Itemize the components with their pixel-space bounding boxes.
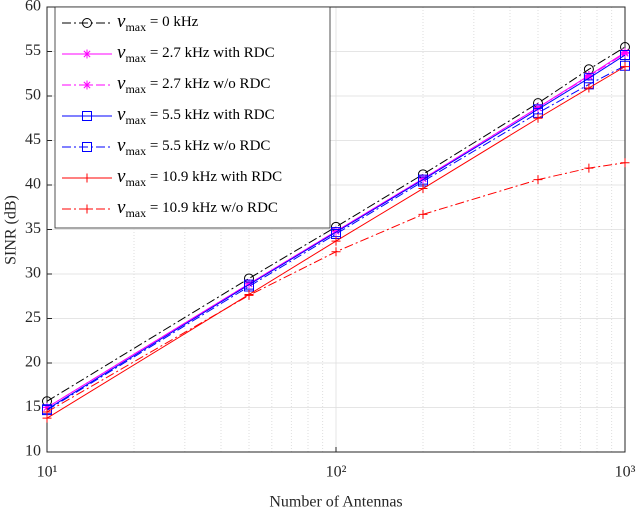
x-tick-label: 10³	[615, 464, 636, 481]
data-point	[244, 281, 255, 292]
data-point	[418, 184, 428, 194]
data-point	[331, 247, 341, 257]
data-point	[42, 407, 52, 417]
data-point	[620, 62, 630, 72]
y-tick-label: 35	[25, 220, 41, 237]
x-tick-label: 10¹	[37, 464, 58, 481]
y-tick-label: 20	[25, 354, 41, 371]
data-point	[418, 209, 428, 219]
legend-label: vmax = 2.7 kHz w/o RDC	[117, 73, 270, 95]
y-tick-label: 40	[25, 176, 41, 193]
data-point	[417, 169, 428, 180]
data-point	[331, 226, 341, 236]
legend-label: vmax = 5.5 kHz w/o RDC	[117, 135, 270, 157]
data-point	[584, 163, 594, 173]
legend-label: vmax = 10.9 kHz with RDC	[117, 166, 282, 188]
series-line	[46, 46, 626, 402]
y-tick-label: 55	[25, 42, 41, 59]
legend-label: vmax = 2.7 kHz with RDC	[117, 42, 275, 64]
legend-box	[54, 6, 331, 229]
data-point	[331, 236, 341, 246]
legend-marker	[82, 173, 92, 183]
y-tick-label: 10	[25, 443, 41, 460]
legend: vmax = 0 kHz vmax = 2.7 kHz with RDC vmax …	[54, 6, 331, 229]
y-tick-label: 25	[25, 309, 41, 326]
y-tick-label: 15	[25, 398, 41, 415]
data-point	[244, 279, 254, 289]
data-point	[620, 48, 630, 58]
y-tick-label: 30	[25, 265, 41, 282]
data-point	[418, 174, 428, 184]
data-point	[584, 83, 594, 93]
data-point	[533, 175, 543, 185]
data-point	[584, 71, 594, 81]
y-tick-label: 45	[25, 131, 41, 148]
legend-marker	[82, 204, 92, 214]
data-point	[533, 98, 544, 109]
y-axis-label: SINR (dB)	[3, 195, 20, 265]
x-tick-label: 10²	[326, 464, 347, 481]
legend-label: vmax = 0 kHz	[117, 11, 199, 33]
data-point	[620, 50, 630, 61]
data-point	[331, 221, 342, 232]
legend-marker	[82, 80, 92, 90]
legend-marker	[82, 142, 92, 152]
data-point	[533, 103, 543, 113]
legend-marker	[82, 49, 92, 59]
data-point	[620, 60, 630, 71]
data-point	[583, 79, 594, 90]
data-point	[620, 158, 630, 168]
data-point	[244, 290, 254, 300]
axes-box	[46, 6, 626, 453]
x-axis-label: Number of Antennas	[269, 494, 402, 511]
legend-marker	[82, 111, 92, 121]
legend-label: vmax = 5.5 kHz with RDC	[117, 104, 275, 126]
data-point	[533, 113, 543, 123]
data-point	[533, 107, 544, 118]
y-tick-label: 60	[25, 0, 41, 15]
legend-marker	[82, 18, 93, 28]
series-line	[46, 54, 626, 410]
legend-label: vmax = 10.9 kHz w/o RDC	[117, 197, 278, 219]
y-tick-label: 50	[25, 87, 41, 104]
